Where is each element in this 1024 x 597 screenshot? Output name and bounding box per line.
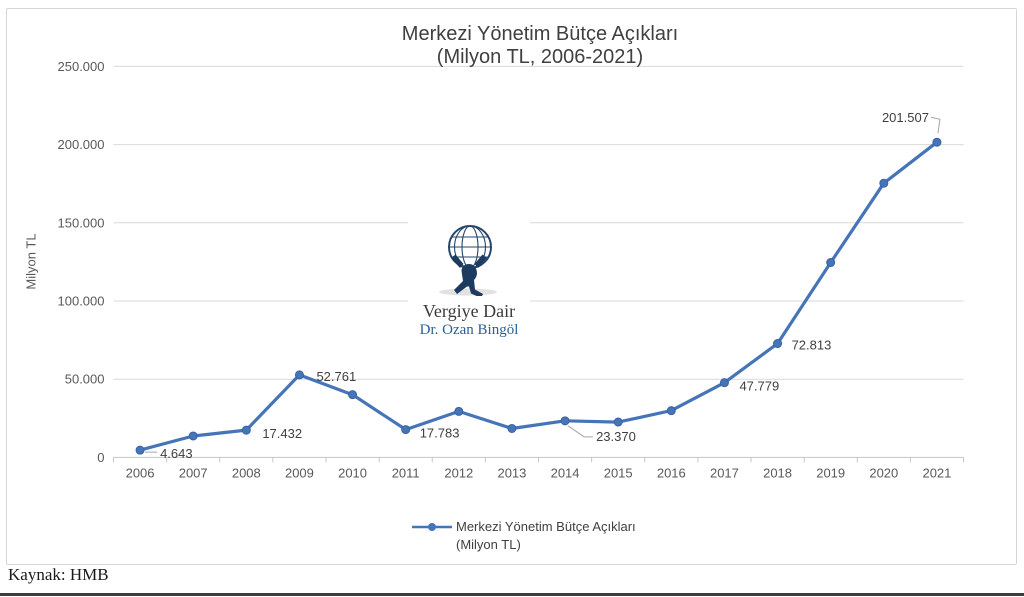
x-tick-label: 2006 [126, 465, 155, 480]
label-leader-line [567, 425, 594, 438]
x-tick-label: 2019 [816, 465, 845, 480]
y-tick-label: 0 [97, 450, 104, 465]
x-tick-label: 2016 [657, 465, 686, 480]
data-label: 47.779 [739, 379, 779, 394]
x-tick-label: 2011 [392, 465, 420, 480]
data-point [241, 425, 251, 435]
data-label: 201.507 [882, 110, 929, 125]
data-point [135, 445, 145, 455]
y-tick-label: 200.000 [58, 137, 105, 152]
data-label: 4.643 [160, 446, 193, 461]
x-tick-label: 2013 [497, 465, 526, 480]
data-point [879, 178, 889, 188]
data-point [348, 390, 358, 400]
data-point [666, 406, 676, 416]
x-tick-label: 2020 [869, 465, 898, 480]
data-point [188, 431, 198, 441]
data-label: 52.761 [316, 369, 356, 384]
legend-label-line1: Merkezi Yönetim Bütçe Açıkları [456, 519, 636, 534]
data-point [826, 258, 836, 268]
legend-label-line2: (Milyon TL) [456, 537, 521, 552]
data-label: 17.432 [262, 426, 302, 441]
legend: Merkezi Yönetim Bütçe Açıkları (Milyon T… [412, 518, 636, 554]
x-tick-label: 2014 [551, 465, 580, 480]
chart-title-line2: (Milyon TL, 2006-2021) [436, 46, 644, 68]
data-point [613, 417, 623, 427]
x-tick-label: 2021 [922, 465, 951, 480]
y-tick-label: 150.000 [58, 215, 105, 230]
watermark-logo: Vergiye Dair Dr. Ozan Bingöl [408, 218, 530, 340]
series-line [138, 140, 939, 452]
atlas-globe-icon [439, 225, 497, 298]
label-leader-line [930, 116, 941, 134]
x-tick-label: 2007 [179, 465, 208, 480]
watermark-author: Dr. Ozan Bingöl [419, 322, 519, 338]
x-tick-label: 2015 [604, 465, 633, 480]
x-tick-label: 2009 [285, 465, 314, 480]
data-label: 23.370 [596, 429, 636, 444]
y-tick-label: 250.000 [58, 59, 105, 74]
y-tick-label: 50.000 [65, 372, 105, 387]
source-note: Kaynak: HMB [8, 565, 109, 584]
data-point [507, 423, 517, 433]
x-tick-label: 2018 [763, 465, 792, 480]
data-point [294, 370, 304, 380]
data-point [773, 339, 783, 349]
data-point [932, 137, 942, 147]
watermark-brand: Vergiye Dair [422, 301, 516, 321]
data-label: 17.783 [420, 426, 460, 441]
x-tick-label: 2010 [338, 465, 367, 480]
legend-line-marker-icon [412, 523, 452, 531]
x-tick-label: 2017 [710, 465, 739, 480]
legend-label: Merkezi Yönetim Bütçe Açıkları (Milyon T… [456, 518, 636, 554]
data-point [560, 416, 570, 426]
bottom-border-rule [0, 593, 1024, 596]
data-point [454, 406, 464, 416]
chart-title-line1: Merkezi Yönetim Bütçe Açıkları [401, 23, 679, 45]
x-tick-label: 2008 [232, 465, 261, 480]
chart-title: Merkezi Yönetim Bütçe Açıkları (Milyon T… [56, 23, 1024, 69]
y-axis-title: Milyon TL [23, 233, 39, 290]
data-label: 72.813 [792, 338, 832, 353]
x-tick-label: 2012 [444, 465, 473, 480]
y-tick-label: 100.000 [58, 294, 105, 309]
data-point [719, 378, 729, 388]
data-point [401, 425, 411, 435]
